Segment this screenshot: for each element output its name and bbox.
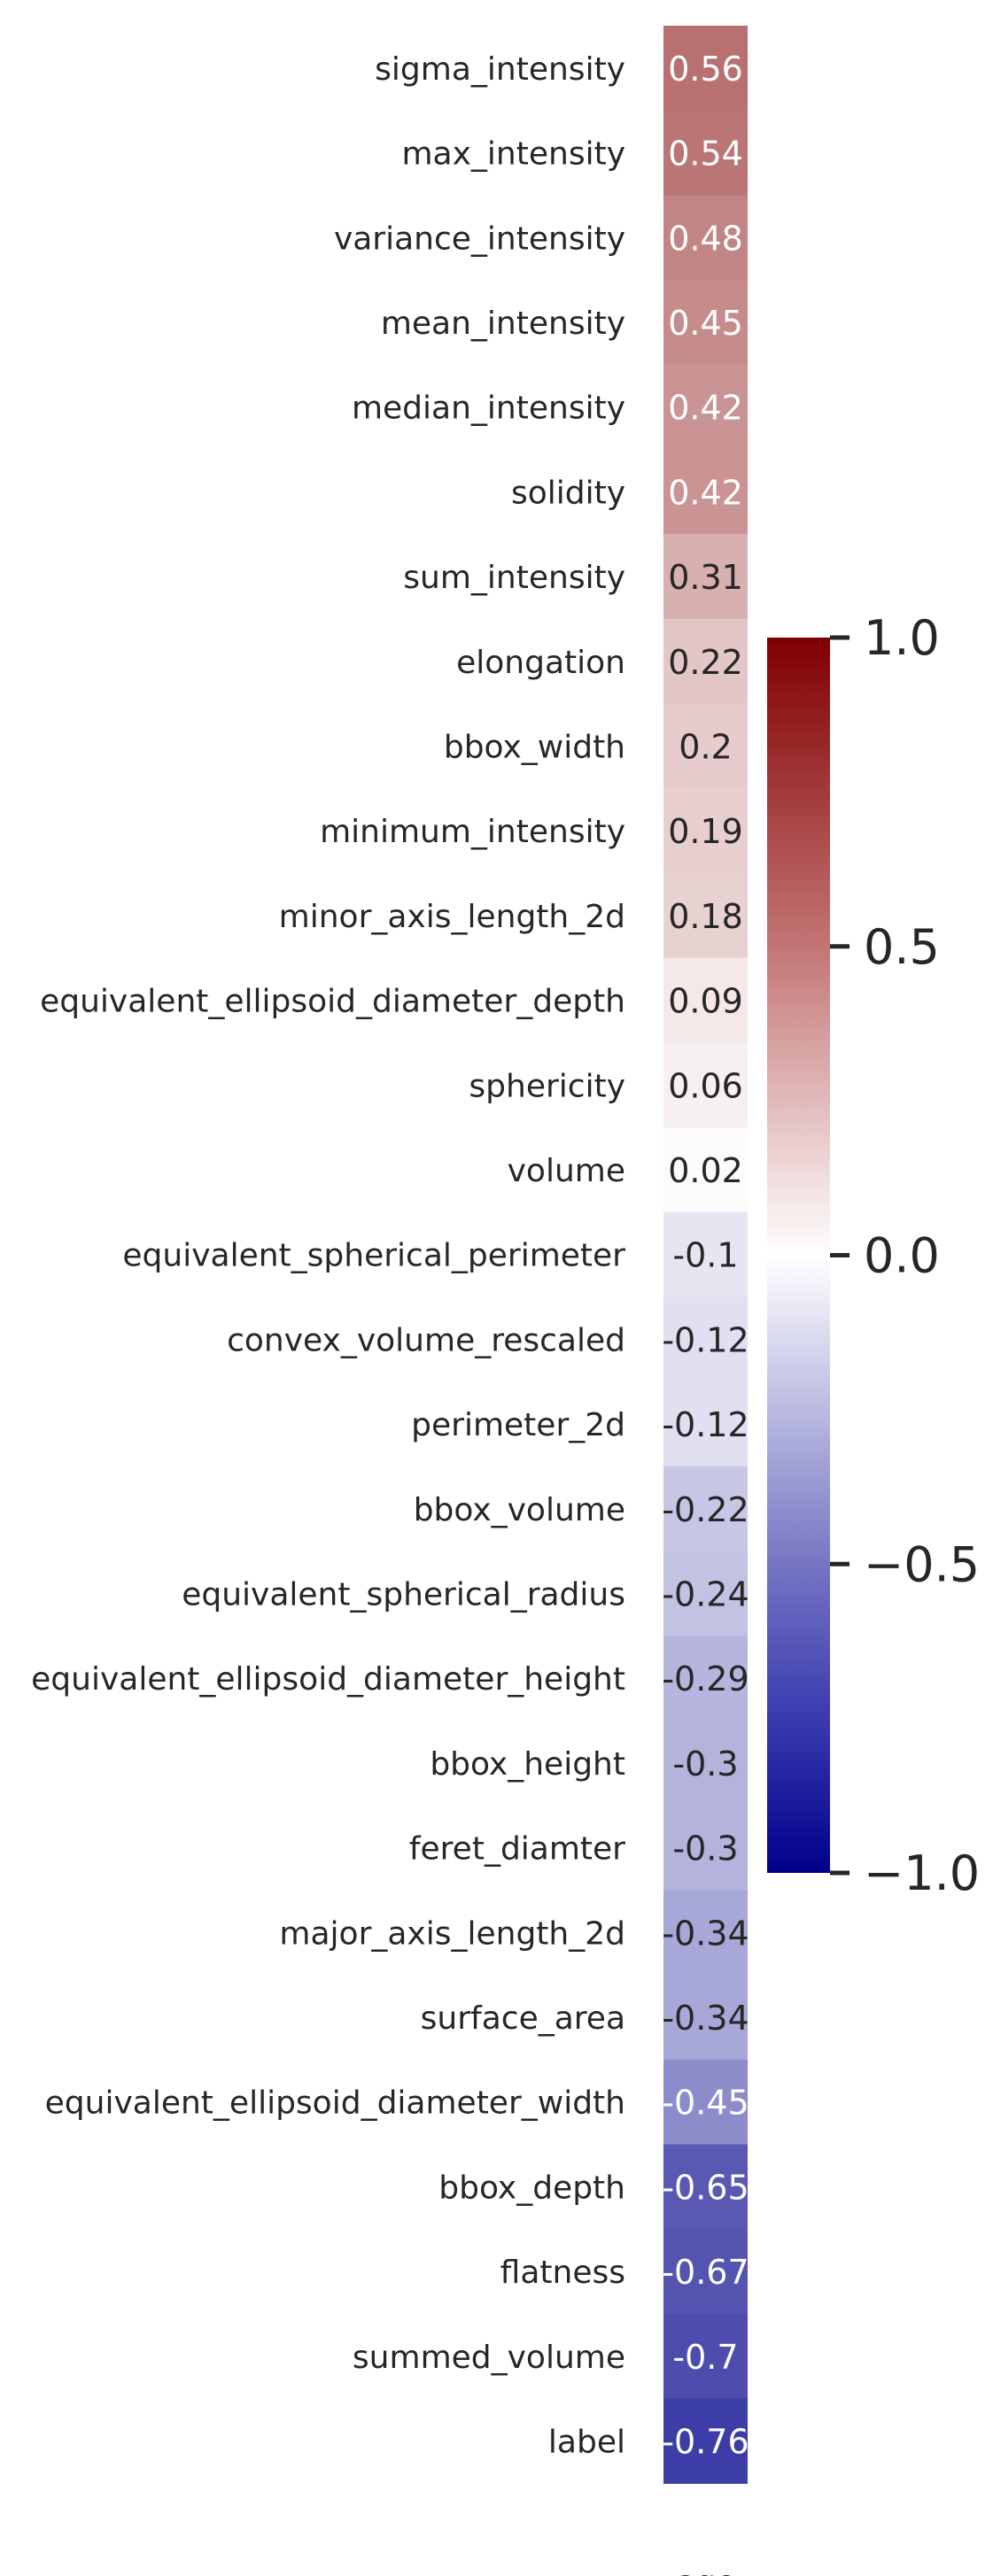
cell-value-label: 0.18: [668, 897, 743, 936]
cell-value-label: -0.7: [672, 2338, 738, 2377]
heatmap-cell: [663, 195, 748, 281]
heatmap-cell: [663, 110, 748, 196]
colorbar-tick-label: −0.5: [864, 1536, 980, 1592]
cell-value-label: 0.48: [668, 219, 743, 258]
heatmap-cell: [663, 1127, 748, 1213]
row-label: feret_diamter: [409, 1831, 625, 1868]
row-labels: sigma_intensity max_intensity variance_int…: [31, 51, 625, 2461]
row-label: summed_volume: [353, 2340, 625, 2376]
heatmap-cell: [663, 2229, 748, 2315]
heatmap-cell: [663, 280, 748, 366]
cell-value-label: 0.02: [668, 1151, 743, 1190]
column-label-age: age: [676, 2564, 735, 2576]
heatmap-cell: [663, 618, 748, 705]
cell-value-label: 0.54: [668, 135, 743, 174]
row-label: major_axis_length_2d: [279, 1915, 625, 1952]
cell-value-label: -0.76: [662, 2422, 749, 2461]
cell-value-label: 0.06: [668, 1066, 743, 1105]
colorbar-tick-label: 0.0: [864, 1228, 940, 1284]
colorbar-tick-label: −1.0: [864, 1845, 980, 1901]
heatmap-cell: [663, 1721, 748, 1806]
heatmap-cell: [663, 1296, 748, 1382]
heatmap-cell: [663, 1805, 748, 1891]
cell-value-label: 0.2: [679, 727, 732, 766]
colorbar-tick-label: 0.5: [864, 919, 940, 975]
row-label: surface_area: [421, 2000, 625, 2037]
colorbar-tick-label: 1.0: [864, 610, 940, 666]
heatmap-cell: [663, 2059, 748, 2146]
heatmap-cell: [663, 2313, 748, 2400]
cell-value-label: 0.09: [668, 982, 743, 1021]
heatmap-cell: [663, 534, 748, 620]
cell-value-label: -0.3: [672, 1830, 738, 1868]
heatmap-cell: [663, 703, 748, 789]
cell-value-label: 0.19: [668, 812, 743, 851]
cell-value-label: -0.29: [662, 1659, 749, 1698]
heatmap-cell: [663, 1381, 748, 1467]
row-label: bbox_width: [444, 729, 625, 765]
cell-value-label: -0.67: [662, 2253, 749, 2292]
cell-value-label: -0.45: [662, 2084, 749, 2123]
heatmap-cell: [663, 1890, 748, 1976]
cell-value-label: -0.12: [662, 1320, 749, 1359]
heatmap-cell: [663, 449, 748, 535]
row-label: equivalent_spherical_radius: [182, 1576, 625, 1613]
cell-value-label: 0.56: [668, 50, 743, 89]
row-label: flatness: [500, 2255, 625, 2291]
row-label: equivalent_spherical_perimeter: [122, 1238, 625, 1274]
row-label: label: [548, 2424, 625, 2460]
heatmap-cell: [663, 1042, 748, 1128]
cell-value-label: -0.1: [672, 1236, 738, 1275]
cell-value-label: -0.65: [662, 2168, 749, 2207]
row-label: sigma_intensity: [375, 51, 625, 88]
row-label: sphericity: [469, 1068, 625, 1104]
row-label: sum_intensity: [403, 560, 625, 596]
row-label: volume: [508, 1153, 625, 1189]
cell-value-label: -0.3: [672, 1744, 738, 1783]
row-label: minimum_intensity: [320, 814, 625, 850]
heatmap-cell: [663, 2398, 748, 2484]
row-label: minor_axis_length_2d: [279, 899, 625, 935]
cell-value-label: 0.42: [668, 473, 743, 512]
heatmap-cell: [663, 364, 748, 451]
row-label: equivalent_ellipsoid_diameter_height: [31, 1661, 625, 1698]
heatmap-cell: [663, 1975, 748, 2061]
heatmap-cell: [663, 1551, 748, 1636]
heatmap-cell: [663, 1636, 748, 1721]
cell-value-label: -0.34: [662, 1914, 749, 1953]
row-label: bbox_volume: [414, 1492, 625, 1528]
heatmap-cell: [663, 1466, 748, 1552]
heatmap-cell: [663, 2144, 748, 2230]
row-label: max_intensity: [401, 136, 625, 173]
cell-value-label: 0.42: [668, 389, 743, 428]
row-label: convex_volume_rescaled: [227, 1322, 625, 1358]
row-label: perimeter_2d: [411, 1407, 625, 1443]
heatmap-cell: [663, 788, 748, 874]
cell-value-label: 0.22: [668, 643, 743, 682]
cell-value-label: 0.45: [668, 304, 743, 343]
cell-value-label: -0.24: [662, 1574, 749, 1613]
heatmap-cell: [663, 873, 748, 959]
colorbar: 1.0 0.5 0.0 −0.5 −1.0: [767, 610, 980, 1901]
heatmap-cell: [663, 957, 748, 1043]
row-label: equivalent_ellipsoid_diameter_depth: [40, 984, 625, 1020]
cell-value-labels: 0.56 0.54 0.48 0.45 0.42 0.42 0.31 0.22 0.2 0.19 0…: [662, 50, 749, 2462]
cell-value-label: -0.12: [662, 1405, 749, 1444]
heatmap-cell: [663, 1211, 748, 1298]
row-label: mean_intensity: [381, 306, 625, 342]
heatmap-cell: [663, 26, 748, 112]
row-label: equivalent_ellipsoid_diameter_width: [45, 2085, 625, 2122]
cell-value-label: -0.22: [662, 1490, 749, 1529]
heatmap-cells: [663, 26, 748, 2484]
cell-value-label: 0.31: [668, 558, 743, 597]
row-label: bbox_depth: [438, 2170, 625, 2206]
cell-value-label: -0.34: [662, 1999, 749, 2038]
row-label: median_intensity: [352, 391, 625, 427]
row-label: variance_intensity: [334, 220, 625, 257]
row-label: elongation: [456, 645, 625, 681]
row-label: solidity: [511, 475, 625, 511]
colorbar-gradient: [767, 638, 830, 1873]
row-label: bbox_height: [430, 1746, 625, 1783]
